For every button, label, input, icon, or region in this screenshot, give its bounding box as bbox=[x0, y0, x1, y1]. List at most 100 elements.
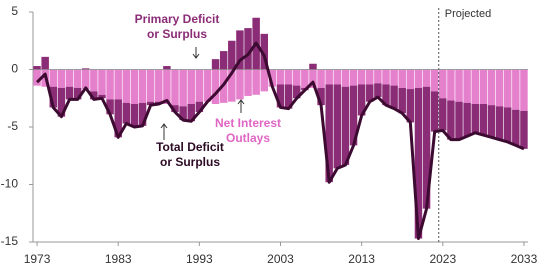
bar bbox=[341, 69, 350, 87]
x-tick-label: 1983 bbox=[105, 252, 132, 266]
bar bbox=[366, 84, 374, 102]
bar bbox=[260, 33, 269, 70]
bar bbox=[268, 69, 277, 87]
bar bbox=[439, 69, 447, 99]
bar bbox=[90, 69, 98, 92]
bar bbox=[398, 69, 406, 88]
bar bbox=[138, 69, 147, 103]
annotation: Outlays bbox=[226, 131, 270, 145]
bar bbox=[520, 69, 528, 111]
bar bbox=[463, 69, 471, 103]
projection-label: Projected bbox=[445, 8, 491, 20]
x-tick-label: 2003 bbox=[267, 252, 294, 266]
bar bbox=[390, 69, 398, 86]
bar bbox=[398, 87, 406, 114]
bar bbox=[98, 94, 106, 99]
bar bbox=[228, 40, 236, 70]
bar bbox=[195, 69, 204, 102]
bar bbox=[211, 59, 220, 70]
bar bbox=[503, 107, 512, 142]
bar bbox=[179, 106, 187, 121]
bar bbox=[106, 99, 114, 115]
bar bbox=[203, 69, 212, 102]
bar bbox=[512, 109, 520, 146]
bar bbox=[414, 69, 423, 88]
bar bbox=[487, 105, 496, 138]
bar bbox=[495, 69, 504, 107]
bar bbox=[130, 104, 139, 127]
bar bbox=[33, 69, 41, 86]
bar bbox=[73, 69, 82, 88]
bar bbox=[512, 69, 520, 110]
bar bbox=[382, 69, 390, 85]
bar bbox=[471, 104, 479, 133]
bar bbox=[106, 69, 114, 100]
y-tick-label: 5 bbox=[11, 4, 18, 18]
bar bbox=[284, 69, 293, 85]
bar bbox=[49, 86, 58, 108]
bar bbox=[463, 102, 471, 137]
bar bbox=[366, 69, 374, 85]
bar bbox=[390, 85, 398, 109]
bar bbox=[479, 104, 488, 136]
bar bbox=[276, 84, 285, 108]
bar bbox=[357, 69, 366, 85]
bar bbox=[479, 69, 488, 104]
bar bbox=[163, 66, 171, 70]
bar bbox=[301, 69, 309, 88]
bar bbox=[487, 69, 496, 106]
bar bbox=[171, 105, 179, 113]
y-tick-label: -10 bbox=[1, 177, 19, 191]
bar bbox=[57, 87, 66, 117]
bar bbox=[414, 87, 423, 239]
annotation: Primary Deficit bbox=[135, 12, 220, 26]
bar bbox=[471, 69, 479, 104]
bar bbox=[187, 69, 195, 104]
bar bbox=[349, 69, 358, 86]
bar bbox=[163, 69, 171, 104]
bar bbox=[503, 69, 512, 108]
bar bbox=[244, 28, 252, 70]
bar bbox=[195, 101, 204, 113]
bar bbox=[495, 106, 504, 140]
bar bbox=[406, 89, 415, 123]
bar bbox=[309, 63, 317, 70]
bar bbox=[122, 102, 131, 124]
annotation: Net Interest bbox=[215, 116, 281, 130]
bar bbox=[325, 84, 333, 183]
y-tick-label: -15 bbox=[1, 234, 19, 248]
bar bbox=[284, 84, 293, 109]
bar bbox=[292, 85, 301, 99]
total-line bbox=[36, 41, 525, 241]
bar bbox=[236, 69, 244, 100]
bar bbox=[292, 69, 301, 86]
bar bbox=[520, 110, 528, 149]
bar bbox=[171, 69, 179, 106]
x-tick-label: 1973 bbox=[24, 252, 51, 266]
x-tick-label: 1993 bbox=[186, 252, 213, 266]
bar bbox=[349, 85, 358, 146]
x-tick-label: 2033 bbox=[511, 252, 538, 266]
annotation: Total Deficit bbox=[156, 140, 224, 154]
bar bbox=[98, 69, 106, 95]
annotation: or Surplus bbox=[147, 27, 207, 41]
x-tick-label: 2013 bbox=[348, 252, 375, 266]
bar bbox=[187, 104, 195, 122]
bar bbox=[122, 69, 131, 103]
bar bbox=[244, 69, 252, 96]
annotation: or Surplus bbox=[160, 155, 220, 169]
bar bbox=[357, 84, 366, 116]
y-tick-label: -5 bbox=[7, 119, 18, 133]
bar bbox=[155, 69, 163, 102]
y-tick-label: 0 bbox=[11, 62, 18, 76]
bar bbox=[333, 84, 342, 169]
bar bbox=[41, 56, 49, 70]
bar bbox=[447, 100, 455, 140]
bar bbox=[82, 68, 90, 70]
bar bbox=[341, 86, 350, 165]
bar bbox=[406, 69, 415, 90]
bar bbox=[333, 69, 342, 85]
bar bbox=[49, 69, 58, 87]
bar bbox=[236, 30, 244, 70]
